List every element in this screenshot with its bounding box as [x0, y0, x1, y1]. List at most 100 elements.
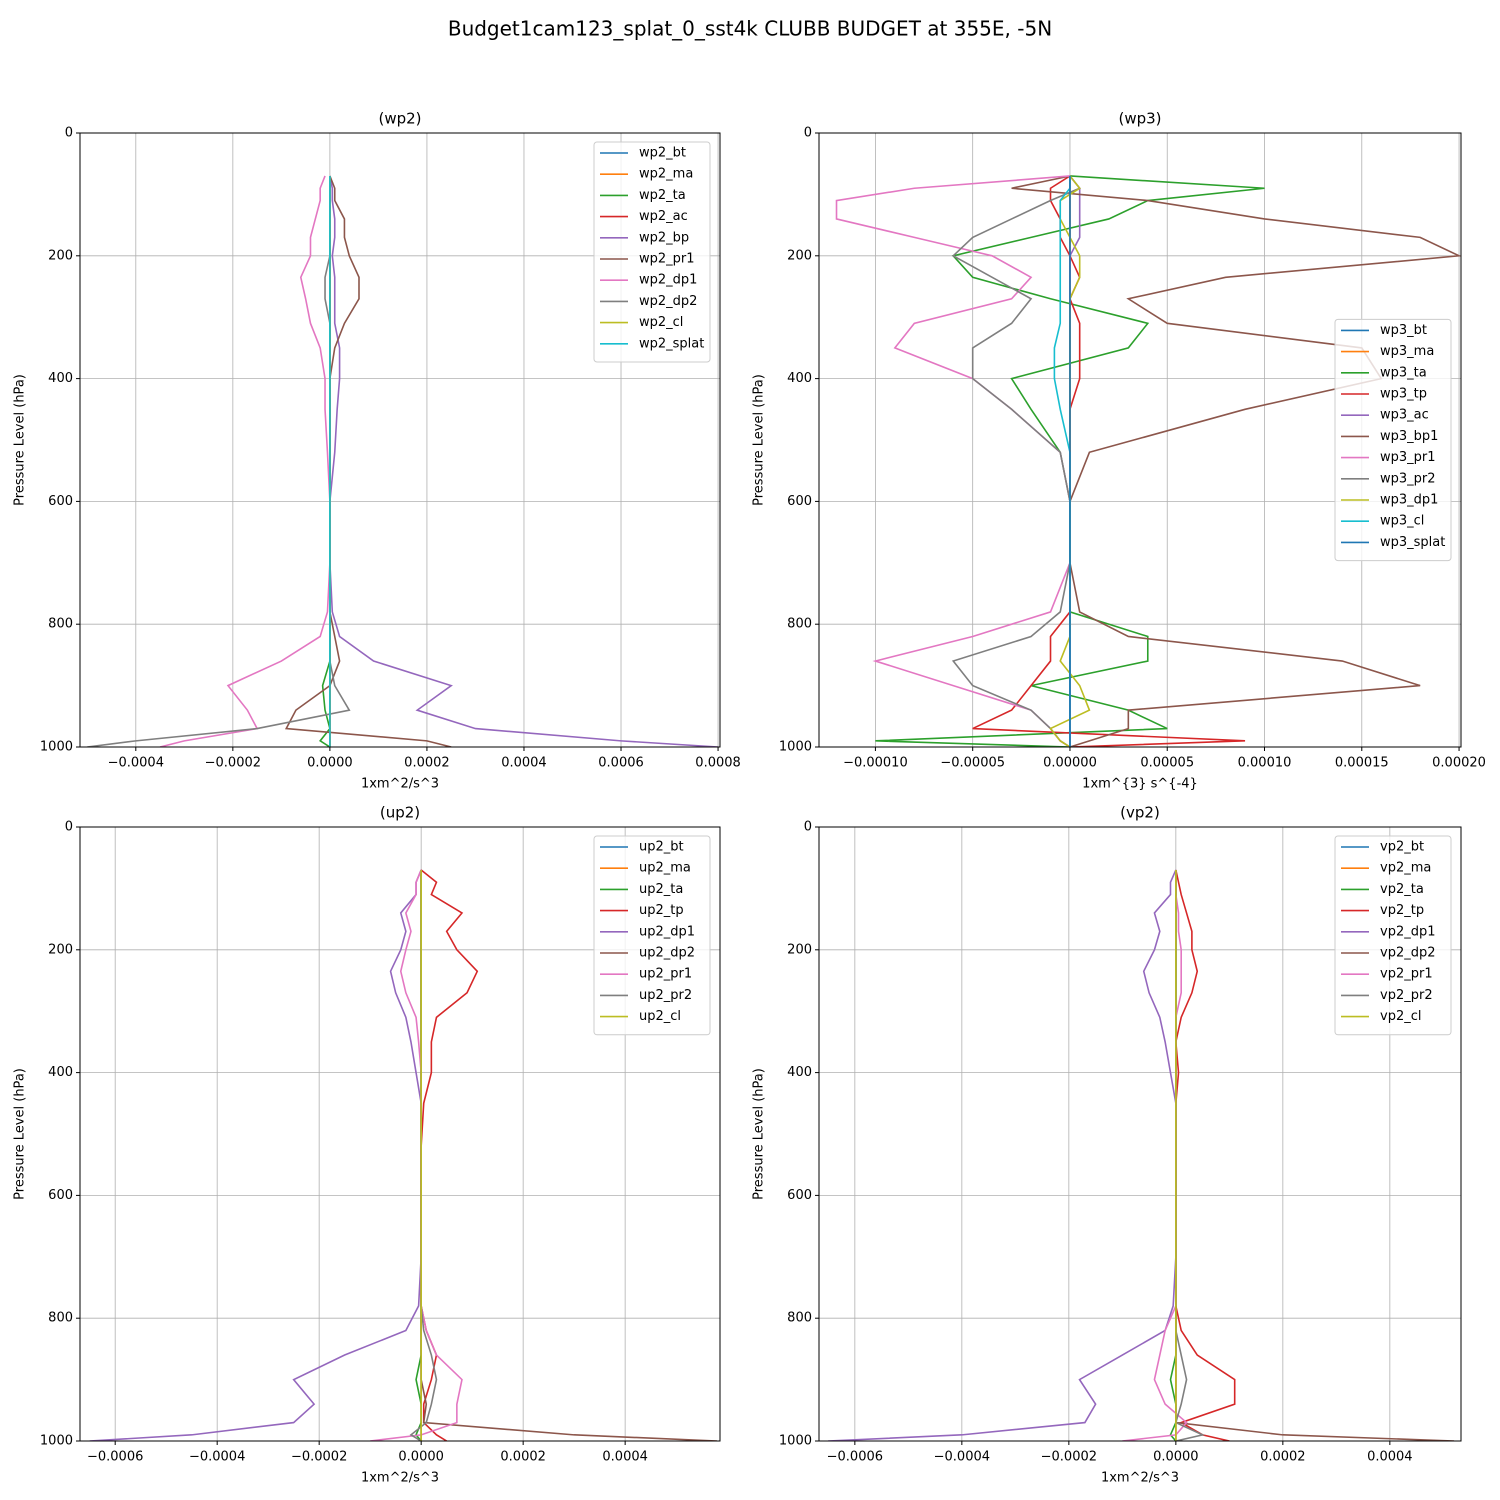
subplot: −0.0006 −0.0004 −0.0002 0.0000 0.0002 0.0004 0…	[13, 804, 721, 1486]
legend-label: wp2_ma	[639, 167, 693, 182]
x-tick-label: 0.0004	[602, 1450, 648, 1465]
legend-label: wp2_pr1	[639, 252, 695, 267]
legend-label: wp3_bp1	[1380, 429, 1438, 444]
series-line	[1011, 175, 1461, 747]
y-tick-label: 200	[787, 942, 812, 957]
x-tick-label: −0.0004	[934, 1450, 990, 1465]
x-axis-label: 1xm^2/s^3	[361, 1471, 439, 1486]
legend-label: wp3_splat	[1380, 535, 1445, 550]
x-tick-label: −0.00005	[940, 756, 1005, 771]
x-tick-label: −0.0006	[87, 1450, 143, 1465]
legend-label: up2_ta	[639, 882, 683, 897]
x-tick-label: 0.00010	[1238, 756, 1292, 771]
y-tick-label: 600	[787, 1188, 812, 1203]
y-tick-label: 600	[48, 1188, 73, 1203]
legend-label: up2_pr2	[639, 988, 692, 1003]
axes-frame	[818, 132, 1462, 748]
legend-label: wp3_bt	[1380, 323, 1427, 338]
legend-label: wp2_ta	[639, 188, 686, 203]
legend-label: wp2_dp2	[639, 294, 697, 309]
legend-label: up2_dp2	[639, 946, 695, 961]
y-tick-label: 800	[787, 1311, 812, 1326]
legend-label: wp3_ac	[1380, 408, 1429, 423]
legend-label: vp2_dp2	[1380, 946, 1436, 961]
y-tick-label: 400	[787, 371, 812, 386]
y-tick-label: 1000	[779, 740, 812, 755]
x-tick-label: −0.0002	[205, 756, 261, 771]
legend-label: wp2_bp	[639, 230, 689, 245]
subplot-title: (wp3)	[1118, 110, 1161, 128]
legend-label: wp3_dp1	[1380, 493, 1438, 508]
y-axis-label: Pressure Level (hPa)	[13, 1068, 28, 1200]
subplot-title: (wp2)	[378, 110, 421, 128]
legend-label: wp2_cl	[639, 315, 683, 330]
legend-box	[593, 835, 711, 1036]
legend-label: wp2_ac	[639, 209, 688, 224]
legend-label: up2_bt	[639, 840, 684, 855]
legend-label: wp3_pr2	[1380, 471, 1436, 486]
x-tick-label: 0.0008	[695, 756, 741, 771]
y-tick-label: 200	[48, 248, 73, 263]
y-tick-label: 800	[48, 1311, 73, 1326]
x-tick-label: −0.00010	[843, 756, 908, 771]
axes-frame	[79, 132, 721, 748]
series-line	[420, 869, 479, 1441]
x-tick-label: −0.0004	[189, 1450, 245, 1465]
series-line	[159, 175, 331, 747]
legend-box	[1334, 835, 1452, 1036]
legend: up2_bt up2_ma up2_ta up2_tp up2_dp1 up2_dp2up…	[593, 835, 711, 1036]
y-tick-label: 800	[48, 617, 73, 632]
legend-label: vp2_bt	[1380, 840, 1424, 855]
legend-label: wp3_ma	[1380, 344, 1434, 359]
x-tick-label: 0.0004	[1367, 1450, 1413, 1465]
legend-label: vp2_pr2	[1380, 988, 1433, 1003]
legend-label: up2_tp	[639, 903, 684, 918]
legend: wp3_bt wp3_ma wp3_ta wp3_tp wp3_ac wp3_bp1 wp3…	[1334, 318, 1452, 562]
x-tick-label: 0.00005	[1140, 756, 1194, 771]
series-line	[951, 175, 1081, 747]
legend-label: wp3_pr1	[1380, 450, 1436, 465]
legend-label: up2_pr1	[639, 967, 692, 982]
legend-label: vp2_ta	[1380, 882, 1424, 897]
y-tick-label: 200	[48, 942, 73, 957]
y-tick-label: 400	[787, 1065, 812, 1080]
y-tick-label: 400	[48, 1065, 73, 1080]
legend-label: up2_dp1	[639, 924, 695, 939]
legend-label: wp2_dp1	[639, 273, 697, 288]
x-tick-label: 0.00015	[1335, 756, 1389, 771]
axes-frame	[79, 826, 721, 1442]
series-line	[875, 175, 1265, 747]
y-tick-label: 0	[65, 126, 73, 141]
x-tick-label: 0.00000	[1043, 756, 1097, 771]
x-tick-label: −0.0004	[108, 756, 164, 771]
series-line	[329, 175, 719, 747]
x-tick-label: 0.0006	[598, 756, 644, 771]
y-tick-label: 1000	[40, 1434, 73, 1449]
x-axis-label: 1xm^2/s^3	[361, 777, 439, 792]
x-tick-label: 0.0004	[501, 756, 547, 771]
y-tick-label: 0	[804, 126, 812, 141]
x-tick-label: 0.0002	[1260, 1450, 1306, 1465]
y-tick-label: 1000	[779, 1434, 812, 1449]
y-tick-label: 0	[65, 820, 73, 835]
x-tick-label: 0.0000	[398, 1450, 444, 1465]
x-tick-label: 0.0000	[1153, 1450, 1199, 1465]
x-tick-label: 0.0002	[500, 1450, 546, 1465]
y-tick-label: 800	[787, 617, 812, 632]
x-tick-label: −0.0006	[827, 1450, 883, 1465]
legend-label: vp2_dp1	[1380, 924, 1436, 939]
x-tick-label: −0.0002	[1041, 1450, 1097, 1465]
x-axis-label: 1xm^2/s^3	[1101, 1471, 1179, 1486]
legend-box	[593, 141, 711, 363]
y-tick-label: 0	[804, 820, 812, 835]
x-tick-label: 0.00020	[1432, 756, 1486, 771]
y-axis-label: Pressure Level (hPa)	[752, 1068, 767, 1200]
legend: wp2_bt wp2_ma wp2_ta wp2_ac wp2_bp wp2_pr1 wp2…	[593, 141, 711, 363]
legend-label: wp2_bt	[639, 146, 686, 161]
subplot: −0.0004 −0.0002 0.0000 0.0002 0.0004 0.0006 0.…	[13, 110, 741, 792]
legend-label: wp3_tp	[1380, 387, 1427, 402]
subplot: −0.00010 −0.00005 0.00000 0.00005 0.00010 0.0…	[752, 110, 1486, 792]
legend-label: wp2_splat	[639, 336, 704, 351]
